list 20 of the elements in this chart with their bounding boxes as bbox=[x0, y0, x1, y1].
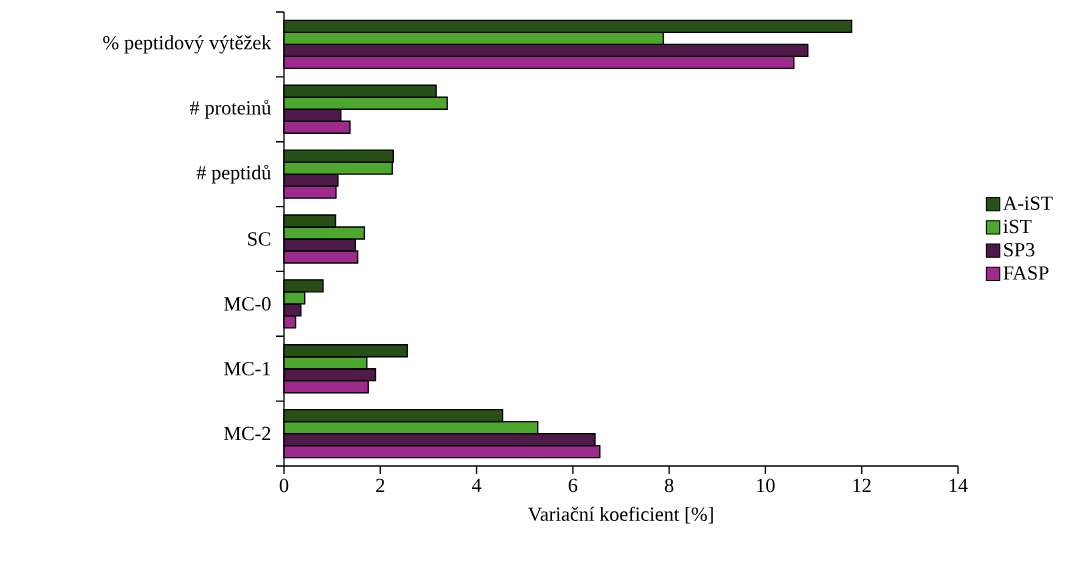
x-axis-title: Variační koeficient [%] bbox=[527, 506, 713, 524]
x-tick-label: 2 bbox=[376, 478, 385, 492]
y-tick-label: MC-0 bbox=[224, 297, 271, 311]
y-tick-label: % peptidový výtěžek bbox=[103, 35, 272, 54]
x-tick-label: 12 bbox=[853, 478, 871, 492]
x-tick-label: 14 bbox=[949, 478, 968, 492]
x-tick-label: 4 bbox=[471, 478, 482, 492]
y-tick-label: SC bbox=[248, 232, 271, 246]
legend-label: SP3 bbox=[1004, 243, 1035, 257]
y-tick-label: # proteinů bbox=[190, 99, 271, 119]
x-tick-label: 8 bbox=[664, 478, 674, 493]
x-tick-label: 6 bbox=[568, 478, 578, 493]
legend-label: A-iST bbox=[1003, 196, 1053, 210]
y-tick-label: MC-2 bbox=[224, 426, 271, 441]
y-tick-label: MC-1 bbox=[224, 362, 271, 376]
y-tick-label: # peptidů bbox=[196, 164, 271, 184]
legend-label: iST bbox=[1003, 219, 1032, 234]
legend-label: FASP bbox=[1003, 266, 1049, 280]
x-tick-label: 10 bbox=[757, 478, 775, 493]
x-tick-label: 0 bbox=[279, 478, 289, 493]
